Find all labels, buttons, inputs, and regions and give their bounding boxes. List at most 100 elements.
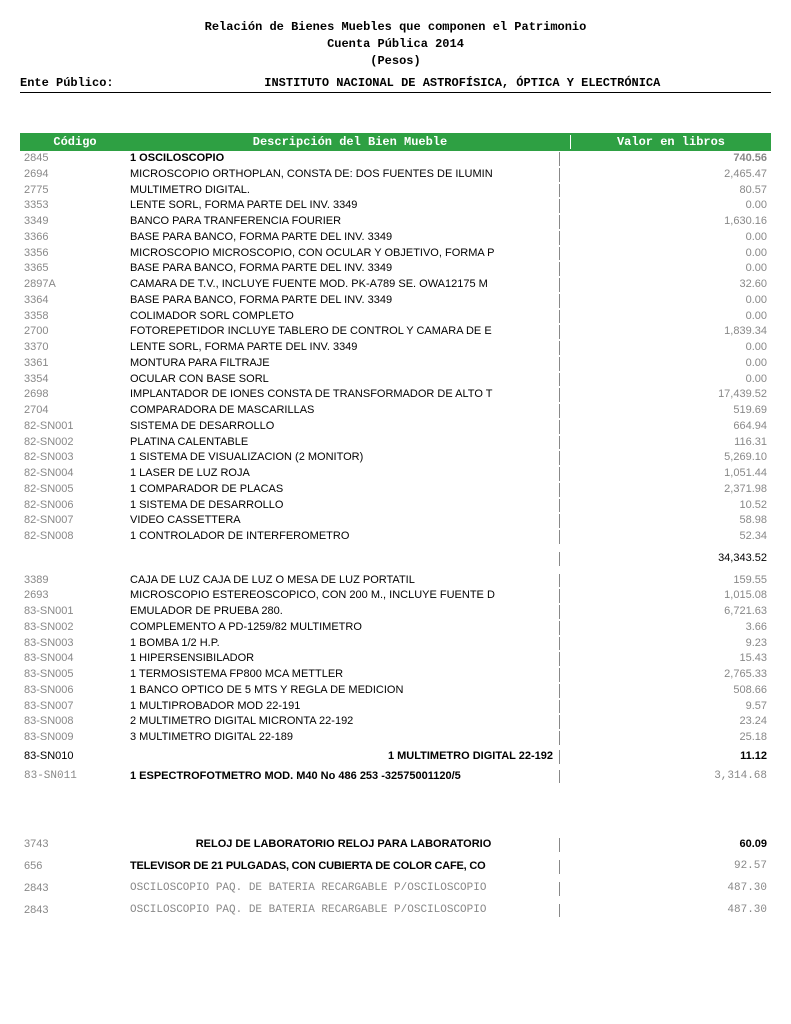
cell-codigo: 83-SN006	[20, 684, 130, 698]
cell-descripcion: OSCILOSCOPIO PAQ. DE BATERIA RECARGABLE …	[130, 904, 560, 918]
cell-codigo: 82-SN003	[20, 451, 130, 465]
table-row: 82-SN004 1 LASER DE LUZ ROJA1,051.44	[20, 466, 771, 482]
table-row: 2897ACAMARA DE T.V., INCLUYE FUENTE MOD.…	[20, 277, 771, 293]
table-row: 82-SN002PLATINA CALENTABLE116.31	[20, 435, 771, 451]
cell-codigo: 83-SN011	[20, 770, 130, 784]
cell-valor: 2,465.47	[560, 168, 771, 182]
report-subtitle-2: (Pesos)	[20, 54, 771, 68]
table-row: 34,343.52	[20, 551, 771, 567]
cell-valor: 80.57	[560, 184, 771, 198]
ente-publico-row: Ente Público: INSTITUTO NACIONAL DE ASTR…	[20, 76, 771, 93]
table-row: 3366BASE PARA BANCO, FORMA PARTE DEL INV…	[20, 230, 771, 246]
cell-valor: 58.98	[560, 514, 771, 528]
cell-descripcion: 1 SISTEMA DE DESARROLLO	[130, 499, 560, 513]
table-row: 83-SN009 3 MULTIMETRO DIGITAL 22-18925.1…	[20, 730, 771, 746]
cell-codigo: 2700	[20, 325, 130, 339]
table-row: 82-SN005 1 COMPARADOR DE PLACAS2,371.98	[20, 482, 771, 498]
cell-valor: 2,765.33	[560, 668, 771, 682]
cell-codigo: 2843	[20, 882, 130, 896]
table-row: 83-SN007 1 MULTIPROBADOR MOD 22-1919.57	[20, 699, 771, 715]
cell-descripcion: MULTIMETRO DIGITAL.	[130, 184, 560, 198]
cell-valor: 17,439.52	[560, 388, 771, 402]
cell-valor: 1,051.44	[560, 467, 771, 481]
cell-descripcion: IMPLANTADOR DE IONES CONSTA DE TRANSFORM…	[130, 388, 560, 402]
table-row: 82-SN003 1 SISTEMA DE VISUALIZACION (2 M…	[20, 450, 771, 466]
cell-descripcion: 1 BANCO OPTICO DE 5 MTS Y REGLA DE MEDIC…	[130, 684, 560, 698]
cell-codigo: 2843	[20, 904, 130, 918]
col-header-codigo: Código	[20, 135, 130, 149]
cell-codigo: 82-SN002	[20, 436, 130, 450]
cell-valor: 487.30	[560, 882, 771, 896]
cell-descripcion: RELOJ DE LABORATORIO RELOJ PARA LABORATO…	[130, 838, 560, 852]
table-header: Código Descripción del Bien Mueble Valor…	[20, 133, 771, 151]
cell-codigo: 3361	[20, 357, 130, 371]
cell-codigo: 3353	[20, 199, 130, 213]
cell-descripcion: 1 ESPECTROFOTMETRO MOD. M40 No 486 253 -…	[130, 770, 560, 784]
table-row: 2775MULTIMETRO DIGITAL.80.57	[20, 183, 771, 199]
cell-descripcion	[130, 552, 560, 566]
cell-descripcion: CAMARA DE T.V., INCLUYE FUENTE MOD. PK-A…	[130, 278, 560, 292]
cell-descripcion: VIDEO CASSETTERA	[130, 514, 560, 528]
table-row: 3354OCULAR CON BASE SORL0.00	[20, 372, 771, 388]
cell-codigo: 82-SN006	[20, 499, 130, 513]
cell-valor: 6,721.63	[560, 605, 771, 619]
table-row: 83-SN002 COMPLEMENTO A PD-1259/82 MULTIM…	[20, 620, 771, 636]
cell-codigo: 2775	[20, 184, 130, 198]
cell-codigo: 82-SN004	[20, 467, 130, 481]
cell-descripcion: 1 OSCILOSCOPIO	[130, 152, 560, 166]
cell-descripcion: 1 COMPARADOR DE PLACAS	[130, 483, 560, 497]
cell-valor: 15.43	[560, 652, 771, 666]
cell-valor: 25.18	[560, 731, 771, 745]
cell-codigo: 82-SN005	[20, 483, 130, 497]
table-row: 2704COMPARADORA DE MASCARILLAS519.69	[20, 403, 771, 419]
cell-codigo: 2897A	[20, 278, 130, 292]
cell-valor: 9.57	[560, 700, 771, 714]
cell-descripcion: OCULAR CON BASE SORL	[130, 373, 560, 387]
cell-codigo: 3365	[20, 262, 130, 276]
cell-descripcion: 1 MULTIMETRO DIGITAL 22-192	[130, 750, 560, 764]
table-row: 2698IMPLANTADOR DE IONES CONSTA DE TRANS…	[20, 387, 771, 403]
cell-valor: 11.12	[560, 750, 771, 764]
table-row: 2694MICROSCOPIO ORTHOPLAN, CONSTA DE: DO…	[20, 167, 771, 183]
cell-codigo: 82-SN008	[20, 530, 130, 544]
cell-codigo: 83-SN005	[20, 668, 130, 682]
cell-descripcion: 1 SISTEMA DE VISUALIZACION (2 MONITOR)	[130, 451, 560, 465]
table-row: 82-SN006 1 SISTEMA DE DESARROLLO10.52	[20, 498, 771, 514]
table-body: 28451 OSCILOSCOPIO740.562694MICROSCOPIO …	[20, 151, 771, 921]
cell-codigo: 3743	[20, 838, 130, 852]
cell-valor: 9.23	[560, 637, 771, 651]
table-row: 83-SN001EMULADOR DE PRUEBA 280.6,721.63	[20, 604, 771, 620]
cell-codigo: 3364	[20, 294, 130, 308]
cell-descripcion: 1 CONTROLADOR DE INTERFEROMETRO	[130, 530, 560, 544]
cell-codigo: 82-SN001	[20, 420, 130, 434]
cell-valor: 508.66	[560, 684, 771, 698]
table-row: 3356MICROSCOPIO MICROSCOPIO, CON OCULAR …	[20, 246, 771, 262]
cell-descripcion: CAJA DE LUZ CAJA DE LUZ O MESA DE LUZ PO…	[130, 574, 560, 588]
table-row: 83-SN0111 ESPECTROFOTMETRO MOD. M40 No 4…	[20, 768, 771, 785]
cell-codigo: 83-SN008	[20, 715, 130, 729]
row-gap	[20, 784, 771, 834]
cell-valor: 116.31	[560, 436, 771, 450]
cell-valor: 3.66	[560, 621, 771, 635]
table-row: 3353LENTE SORL, FORMA PARTE DEL INV. 334…	[20, 198, 771, 214]
table-row: 83-SN006 1 BANCO OPTICO DE 5 MTS Y REGLA…	[20, 683, 771, 699]
table-row: 2700FOTOREPETIDOR INCLUYE TABLERO DE CON…	[20, 324, 771, 340]
cell-valor: 0.00	[560, 341, 771, 355]
cell-codigo: 3366	[20, 231, 130, 245]
cell-codigo: 83-SN003	[20, 637, 130, 651]
cell-valor: 60.09	[560, 838, 771, 852]
cell-descripcion: 1 TERMOSISTEMA FP800 MCA METTLER	[130, 668, 560, 682]
table-row: 3370LENTE SORL, FORMA PARTE DEL INV. 334…	[20, 340, 771, 356]
cell-descripcion: MICROSCOPIO ORTHOPLAN, CONSTA DE: DOS FU…	[130, 168, 560, 182]
cell-codigo: 82-SN007	[20, 514, 130, 528]
cell-descripcion: COMPARADORA DE MASCARILLAS	[130, 404, 560, 418]
table-row: 82-SN007 VIDEO CASSETTERA58.98	[20, 513, 771, 529]
cell-valor: 2,371.98	[560, 483, 771, 497]
cell-codigo: 83-SN009	[20, 731, 130, 745]
cell-valor: 0.00	[560, 310, 771, 324]
cell-codigo: 83-SN004	[20, 652, 130, 666]
cell-valor: 0.00	[560, 294, 771, 308]
cell-valor: 0.00	[560, 262, 771, 276]
table-row: 28451 OSCILOSCOPIO740.56	[20, 151, 771, 167]
cell-valor: 0.00	[560, 199, 771, 213]
